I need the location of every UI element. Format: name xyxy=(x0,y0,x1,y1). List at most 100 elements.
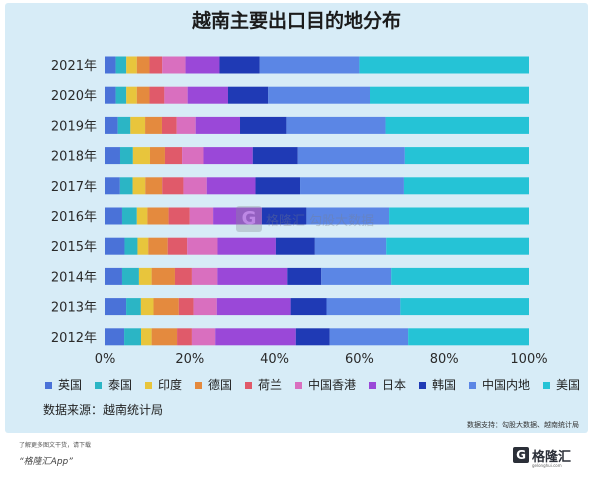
bar-segment xyxy=(105,237,125,255)
y-tick-label: 2019年 xyxy=(51,119,97,134)
legend-label: 日本 xyxy=(382,378,406,392)
bar-segment xyxy=(105,298,127,316)
x-tick-label: 40% xyxy=(260,352,289,367)
legend-swatch xyxy=(419,382,426,389)
brand-logo: G 格隆汇 gelonghui.com xyxy=(513,446,571,468)
bar-segment xyxy=(126,86,137,104)
bar-segment xyxy=(217,237,276,255)
bar-segment xyxy=(177,328,192,346)
bar-segment xyxy=(105,267,122,285)
bar-segment xyxy=(187,86,228,104)
bar-segment xyxy=(295,328,330,346)
bar-segment xyxy=(391,267,529,285)
y-tick-label: 2015年 xyxy=(51,240,97,255)
bar-segment xyxy=(213,207,262,225)
brand-logo-icon: G xyxy=(513,447,529,463)
bar-segment xyxy=(193,298,217,316)
watermark-logo-icon: G xyxy=(236,206,262,232)
bar-segment xyxy=(136,86,150,104)
bar-segment xyxy=(105,86,116,104)
bar-segment xyxy=(203,147,253,165)
footer-download-text: 了解更多图文干货，请下载 xyxy=(19,442,92,449)
bar-segment xyxy=(215,328,296,346)
legend-swatch xyxy=(469,382,476,389)
x-tick-label: 80% xyxy=(430,352,459,367)
bar-segment xyxy=(132,147,150,165)
bar-segment xyxy=(132,177,146,195)
bar-segment xyxy=(227,86,269,104)
bar-segment xyxy=(148,237,168,255)
bar-segment xyxy=(176,116,196,134)
bar-segment xyxy=(105,147,120,165)
y-tick-label: 2018年 xyxy=(51,150,97,165)
bar-segment xyxy=(151,328,178,346)
bar-segment xyxy=(124,328,142,346)
bar-segment xyxy=(174,267,192,285)
bar-segment xyxy=(121,267,139,285)
bar-segment xyxy=(297,147,405,165)
legend-label: 美国 xyxy=(556,378,580,392)
bar-segment xyxy=(261,207,307,225)
watermark-text: 格隆汇 勾股大数据 xyxy=(266,213,375,229)
bar-segment xyxy=(189,207,214,225)
x-tick-label: 100% xyxy=(510,352,547,367)
brand-logo-url: gelonghui.com xyxy=(532,463,562,468)
bar-segment xyxy=(105,56,116,74)
x-axis-ticks: 0% 20% 40% 60% 80% 100% xyxy=(95,352,548,367)
legend-swatch xyxy=(195,382,202,389)
bar-segment xyxy=(389,207,529,225)
bar-segment xyxy=(164,147,183,165)
x-tick-label: 20% xyxy=(175,352,204,367)
bar-segment xyxy=(126,56,137,74)
bar-segment xyxy=(115,56,127,74)
bar-segment xyxy=(147,207,169,225)
y-tick-label: 2014年 xyxy=(51,270,97,285)
bar-segment xyxy=(126,298,141,316)
legend-label: 泰国 xyxy=(108,378,132,392)
bar-segment xyxy=(385,116,529,134)
bar-segment xyxy=(275,237,315,255)
legend-label: 中国香港 xyxy=(308,377,356,392)
bar-segment xyxy=(105,207,122,225)
legend-swatch xyxy=(95,382,102,389)
y-tick-label: 2020年 xyxy=(51,89,97,104)
bar-segment xyxy=(185,56,220,74)
legend-label: 中国内地 xyxy=(482,377,530,392)
legend-swatch xyxy=(369,382,376,389)
bar-segment xyxy=(162,56,186,74)
legend-swatch xyxy=(543,382,550,389)
bar-segment xyxy=(141,328,152,346)
bar-segment xyxy=(386,237,529,255)
legend-label: 荷兰 xyxy=(258,378,282,392)
bar-segment xyxy=(182,147,204,165)
legend: 英国 泰国 印度 德国 荷兰 中国香港 日本 韩国 中国内地 美国 xyxy=(45,377,580,392)
legend-label: 印度 xyxy=(158,377,182,392)
chart-title: 越南主要出口目的地分布 xyxy=(191,10,401,32)
legend-swatch xyxy=(145,382,152,389)
bar-segment xyxy=(121,207,137,225)
legend-swatch xyxy=(45,382,52,389)
footer-app-name: “格隆汇App” xyxy=(19,457,73,467)
bar-segment xyxy=(178,298,194,316)
bar-segment xyxy=(219,56,260,74)
bar-segment xyxy=(164,86,188,104)
bar-segment xyxy=(130,116,146,134)
bar-segment xyxy=(168,207,190,225)
bar-segment xyxy=(153,298,179,316)
y-tick-label: 2021年 xyxy=(51,59,97,74)
bar-segment xyxy=(400,298,529,316)
y-tick-label: 2013年 xyxy=(51,301,97,316)
bar-segment xyxy=(124,237,138,255)
bar-segment xyxy=(151,267,175,285)
bar-segment xyxy=(117,116,131,134)
bar-segment xyxy=(259,56,360,74)
bars-group xyxy=(105,56,529,346)
bar-segment xyxy=(321,267,392,285)
bar-segment xyxy=(137,237,149,255)
bar-segment xyxy=(252,147,298,165)
bar-segment xyxy=(290,298,327,316)
bar-segment xyxy=(149,56,163,74)
bar-segment xyxy=(105,328,125,346)
bar-segment xyxy=(136,56,150,74)
bar-segment xyxy=(119,147,133,165)
